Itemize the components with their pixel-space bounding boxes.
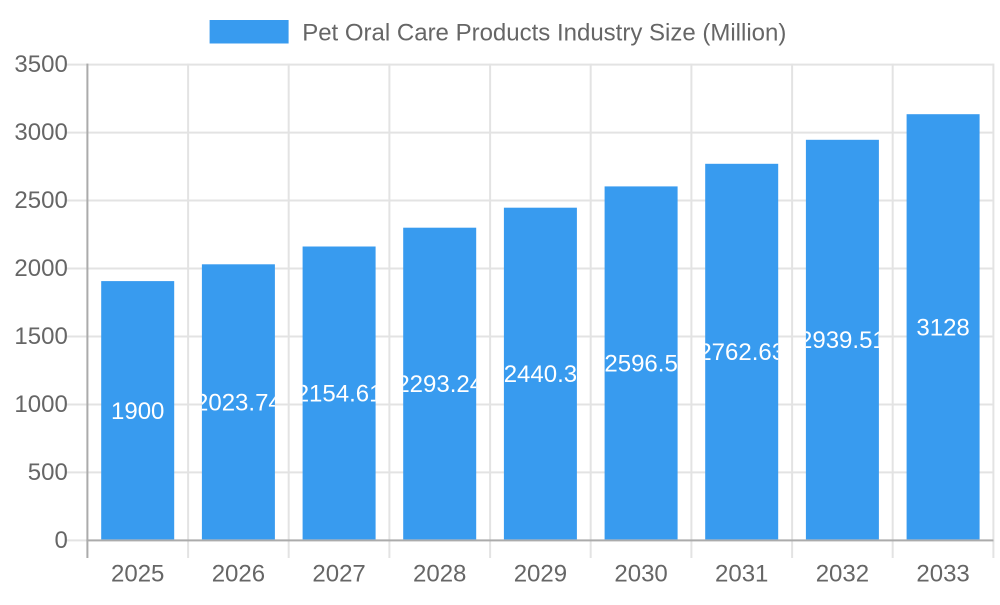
svg-text:2033: 2033: [916, 561, 969, 588]
svg-text:2030: 2030: [614, 561, 667, 588]
svg-text:Pet Oral Care Products Industr: Pet Oral Care Products Industry Size (Mi…: [302, 19, 786, 46]
svg-text:2031: 2031: [715, 561, 768, 588]
svg-text:2154.61: 2154.61: [296, 381, 383, 408]
svg-text:500: 500: [28, 459, 68, 486]
svg-text:2939.51: 2939.51: [799, 327, 886, 354]
svg-text:2026: 2026: [212, 561, 265, 588]
svg-text:1500: 1500: [14, 323, 67, 350]
svg-text:0: 0: [54, 527, 67, 554]
svg-text:2000: 2000: [14, 255, 67, 282]
svg-text:1000: 1000: [14, 391, 67, 418]
svg-text:2029: 2029: [514, 561, 567, 588]
svg-text:2025: 2025: [111, 561, 164, 588]
svg-text:2032: 2032: [816, 561, 869, 588]
svg-text:2293.24: 2293.24: [396, 371, 483, 398]
svg-text:2023.74: 2023.74: [195, 389, 282, 416]
svg-text:3500: 3500: [14, 51, 67, 78]
svg-text:2762.63: 2762.63: [698, 339, 785, 366]
svg-text:2440.3: 2440.3: [504, 361, 577, 388]
svg-text:2596.5: 2596.5: [604, 351, 677, 378]
svg-text:3000: 3000: [14, 119, 67, 146]
svg-text:2027: 2027: [312, 561, 365, 588]
svg-text:2500: 2500: [14, 187, 67, 214]
svg-text:3128: 3128: [916, 314, 969, 341]
svg-text:2028: 2028: [413, 561, 466, 588]
svg-text:1900: 1900: [111, 398, 164, 425]
